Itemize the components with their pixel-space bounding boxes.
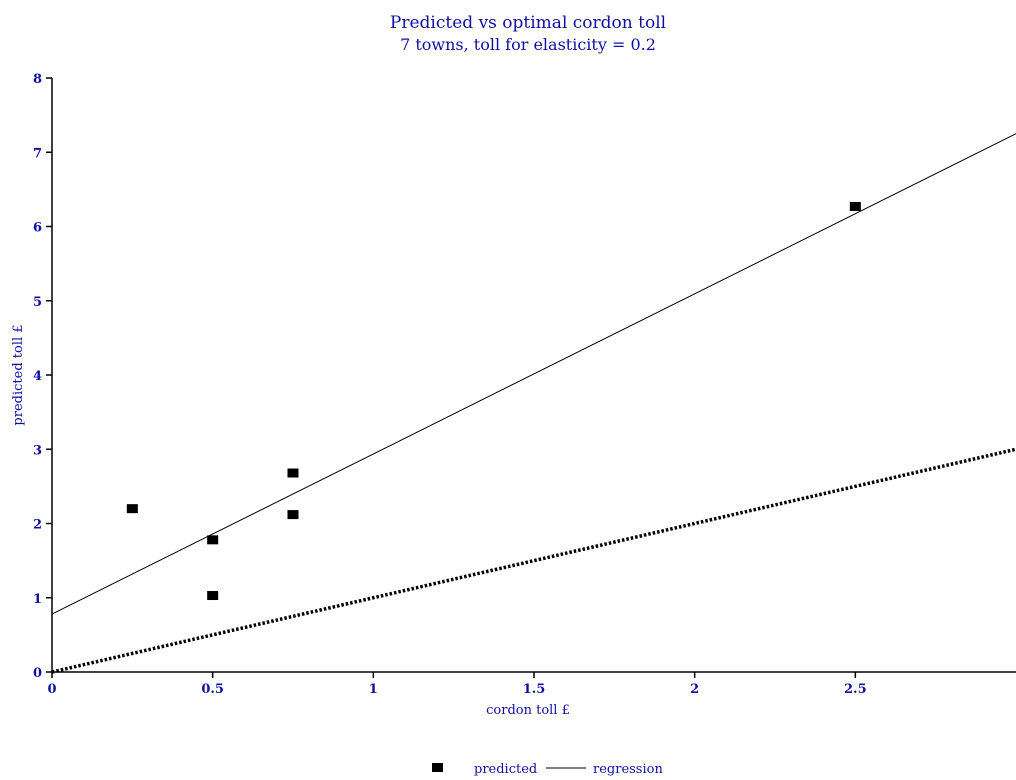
legend-predicted-label: predicted (474, 762, 537, 777)
legend: predicted regression (432, 762, 663, 777)
reference-line (51, 447, 1016, 674)
x-tick-label: 1 (369, 682, 378, 697)
series-lines (51, 133, 1016, 674)
series-points (126, 201, 861, 601)
data-point (207, 535, 219, 545)
y-tick-label: 2 (33, 518, 42, 533)
data-point (849, 201, 861, 211)
y-axis-ticks: 0 1 2 3 4 5 6 7 8 (33, 72, 52, 681)
data-point (126, 504, 138, 514)
y-tick-label: 7 (33, 146, 42, 161)
y-tick-label: 3 (33, 443, 42, 458)
legend-predicted-marker (432, 763, 443, 772)
x-tick-label: 0 (47, 682, 56, 697)
chart-subtitle: 7 towns, toll for elasticity = 0.2 (400, 35, 656, 54)
x-tick-label: 2 (690, 682, 699, 697)
y-tick-label: 0 (33, 666, 42, 681)
y-tick-label: 4 (33, 369, 42, 384)
legend-regression-label: regression (593, 762, 663, 777)
x-axis-label: cordon toll £ (486, 703, 570, 718)
y-tick-label: 1 (33, 592, 42, 607)
x-tick-label: 0.5 (201, 682, 224, 697)
data-point (287, 510, 299, 520)
chart-title: Predicted vs optimal cordon toll (390, 13, 666, 33)
y-tick-label: 8 (33, 72, 42, 87)
y-tick-label: 6 (33, 221, 42, 236)
y-tick-label: 5 (33, 295, 42, 310)
data-point (287, 468, 299, 478)
data-point (207, 591, 219, 601)
x-axis-ticks: 0 0.5 1 1.5 2 2.5 (47, 672, 867, 697)
x-tick-label: 1.5 (523, 682, 546, 697)
y-axis-label: predicted toll £ (11, 324, 26, 425)
x-tick-label: 2.5 (844, 682, 867, 697)
regression-line (51, 133, 1016, 615)
